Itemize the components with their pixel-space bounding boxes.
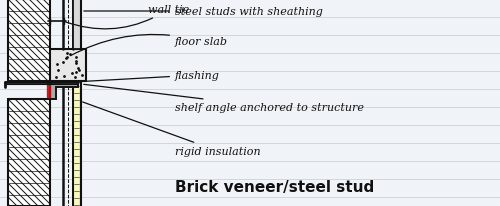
Text: floor slab: floor slab xyxy=(70,35,228,56)
Text: steel studs with sheathing: steel studs with sheathing xyxy=(84,7,323,17)
Bar xyxy=(8,0,50,82)
Text: shelf angle anchored to structure: shelf angle anchored to structure xyxy=(84,85,364,112)
Polygon shape xyxy=(47,84,50,97)
Text: rigid insulation: rigid insulation xyxy=(82,102,260,156)
Bar xyxy=(50,50,86,82)
Polygon shape xyxy=(50,82,78,99)
Bar xyxy=(73,0,81,50)
Bar xyxy=(73,82,81,206)
Text: Brick veneer/steel stud: Brick veneer/steel stud xyxy=(175,180,374,194)
Text: wall tie: wall tie xyxy=(66,5,190,30)
Bar xyxy=(73,82,80,206)
Text: flashing: flashing xyxy=(76,71,220,82)
Bar xyxy=(8,99,50,206)
